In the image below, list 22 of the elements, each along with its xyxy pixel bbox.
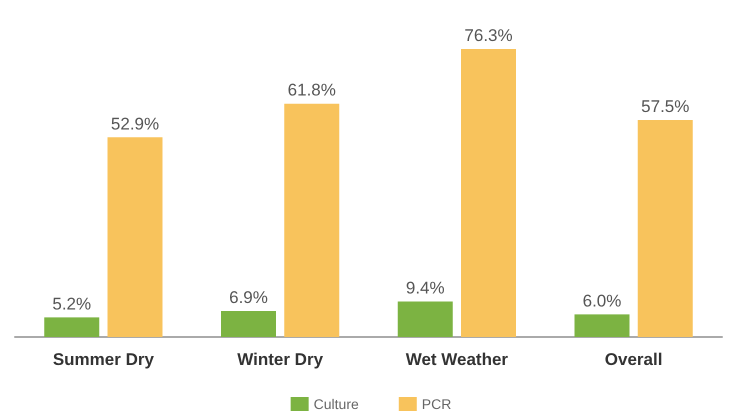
data-label: 76.3% [464, 26, 513, 45]
bar [108, 137, 162, 337]
bar [398, 302, 453, 337]
data-label: 6.0% [582, 291, 622, 310]
bar [44, 317, 100, 337]
bar [638, 120, 693, 337]
x-tick-label: Wet Weather [406, 350, 508, 369]
legend-label: PCR [422, 396, 452, 412]
data-label: 5.2% [52, 294, 92, 314]
x-tick-label: Overall [604, 350, 662, 369]
bar [574, 314, 630, 337]
bar [284, 104, 340, 337]
data-label: 61.8% [288, 80, 336, 100]
data-label: 52.9% [110, 114, 160, 134]
data-label: 57.5% [641, 96, 690, 116]
x-tick-label: Summer Dry [52, 350, 154, 369]
data-label: 9.4% [406, 278, 445, 298]
bar [461, 48, 516, 337]
legend-label: Culture [314, 396, 359, 412]
x-tick-label: Winter Dry [237, 350, 324, 369]
bar [221, 310, 276, 337]
data-label: 6.9% [229, 288, 268, 307]
